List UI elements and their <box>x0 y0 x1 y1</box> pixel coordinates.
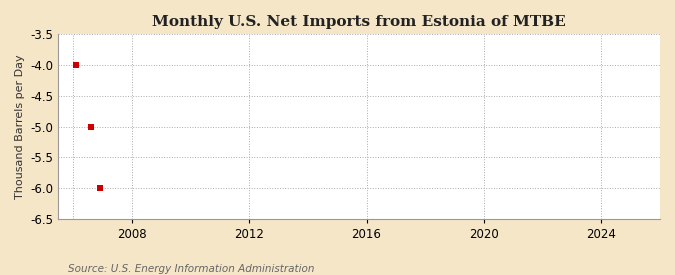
Text: Source: U.S. Energy Information Administration: Source: U.S. Energy Information Administ… <box>68 264 314 274</box>
Title: Monthly U.S. Net Imports from Estonia of MTBE: Monthly U.S. Net Imports from Estonia of… <box>153 15 566 29</box>
Y-axis label: Thousand Barrels per Day: Thousand Barrels per Day <box>15 54 25 199</box>
